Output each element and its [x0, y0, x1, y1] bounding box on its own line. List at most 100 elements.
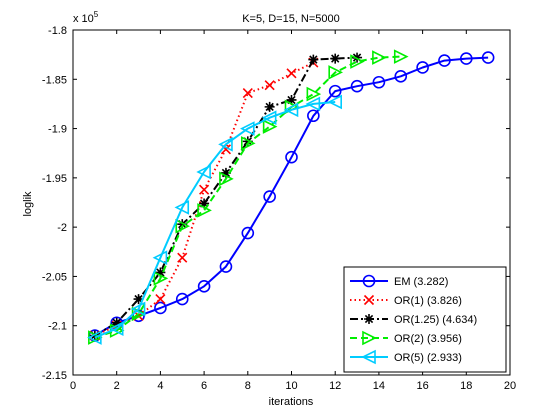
- x-axis-label: iterations: [269, 396, 314, 408]
- legend-entry: OR(1) (3.826): [350, 294, 462, 307]
- y-tick-label: -2.1: [48, 321, 67, 333]
- x-tick-label: 0: [70, 380, 76, 392]
- data-point: [261, 110, 277, 126]
- data-point: [438, 54, 451, 67]
- series-layer: [87, 49, 495, 345]
- data-point: [328, 65, 343, 80]
- legend-label: OR(5) (2.933): [394, 352, 462, 364]
- data-point: [350, 79, 364, 93]
- y-axis-label: loglik: [22, 191, 34, 217]
- data-point: [108, 321, 124, 336]
- data-point: [264, 101, 275, 112]
- data-point: [330, 53, 341, 64]
- legend-label: OR(2) (3.956): [394, 333, 462, 345]
- data-point: [197, 203, 212, 218]
- y-tick-label: -2.05: [42, 271, 67, 283]
- data-point: [155, 294, 166, 305]
- x-tick-label: 12: [329, 380, 341, 392]
- data-point: [199, 198, 210, 209]
- x-tick-label: 14: [373, 380, 385, 392]
- y-tick-label: -2: [57, 222, 67, 234]
- data-point: [242, 136, 253, 147]
- data-point: [89, 330, 100, 341]
- series-4: [87, 94, 342, 345]
- data-point: [307, 109, 320, 123]
- data-point: [481, 51, 495, 64]
- y-tick-label: -1.95: [42, 173, 67, 185]
- legend-entry: OR(2) (3.956): [350, 330, 462, 346]
- data-point: [199, 184, 210, 195]
- data-point: [240, 121, 255, 136]
- data-point: [130, 301, 146, 317]
- data-point: [286, 68, 297, 79]
- data-point: [155, 267, 166, 278]
- x-tick-label: 8: [245, 380, 251, 392]
- x-tick-label: 20: [504, 380, 516, 392]
- legend-entry: OR(1.25) (4.634): [350, 314, 477, 326]
- data-point: [218, 137, 233, 152]
- data-point: [175, 292, 189, 306]
- data-point: [459, 52, 473, 65]
- data-point: [220, 167, 231, 178]
- data-point: [393, 49, 409, 64]
- data-point: [285, 150, 298, 164]
- x-tick-label: 10: [285, 380, 297, 392]
- data-point: [262, 119, 278, 134]
- data-point: [328, 84, 342, 98]
- data-point: [308, 54, 319, 65]
- data-point: [306, 86, 322, 102]
- y-tick-label: -1.9: [48, 124, 67, 136]
- data-point: [111, 317, 122, 328]
- data-point: [286, 94, 297, 105]
- data-point: [241, 136, 256, 151]
- legend-label: OR(1) (3.826): [394, 295, 462, 307]
- data-point: [372, 50, 387, 65]
- series-line: [94, 56, 489, 337]
- data-point: [372, 75, 386, 89]
- data-point: [305, 96, 321, 112]
- y-tick-label: -1.85: [42, 74, 67, 86]
- data-point: [152, 250, 168, 265]
- data-point: [394, 70, 408, 83]
- data-point: [283, 102, 299, 118]
- legend-marker: [362, 274, 376, 288]
- data-point: [87, 330, 102, 345]
- data-point: [174, 200, 190, 215]
- series-2: [89, 52, 363, 341]
- data-point: [350, 54, 365, 69]
- data-point: [197, 279, 211, 293]
- data-point: [241, 226, 255, 240]
- axis-ticks: 0 2 4 6 8 10 12 14 16 18 20 -2.15 -2.1 -2.05 -2 -1.95 -1…: [42, 25, 516, 392]
- x-tick-label: 2: [114, 380, 120, 392]
- data-point: [242, 88, 253, 99]
- data-point: [133, 294, 144, 305]
- y-exponent-label: x 105: [73, 10, 99, 25]
- legend-marker: [364, 314, 374, 324]
- legend-entry: OR(5) (2.933): [350, 349, 462, 365]
- legend-entry: EM (3.282): [350, 274, 448, 288]
- series-line: [94, 55, 401, 339]
- data-point: [175, 218, 191, 234]
- data-point: [219, 260, 233, 273]
- data-point: [263, 190, 276, 203]
- legend-label: OR(1.25) (4.634): [394, 314, 477, 326]
- x-tick-label: 18: [460, 380, 472, 392]
- legend-marker: [361, 349, 376, 365]
- series-line: [94, 101, 336, 339]
- data-point: [327, 94, 342, 110]
- data-point: [416, 61, 429, 74]
- x-tick-label: 6: [201, 380, 207, 392]
- data-point: [196, 164, 211, 180]
- y-tick-label: -2.15: [42, 370, 67, 382]
- data-point: [154, 301, 167, 315]
- chart-title: K=5, D=15, N=5000: [242, 13, 340, 25]
- y-tick-label: -1.8: [48, 25, 67, 37]
- data-point: [153, 271, 169, 286]
- data-point: [219, 171, 234, 187]
- legend-marker: [362, 330, 377, 346]
- data-point: [352, 52, 363, 63]
- data-point: [177, 219, 188, 230]
- data-point: [177, 252, 188, 263]
- legend-label: EM (3.282): [394, 276, 448, 288]
